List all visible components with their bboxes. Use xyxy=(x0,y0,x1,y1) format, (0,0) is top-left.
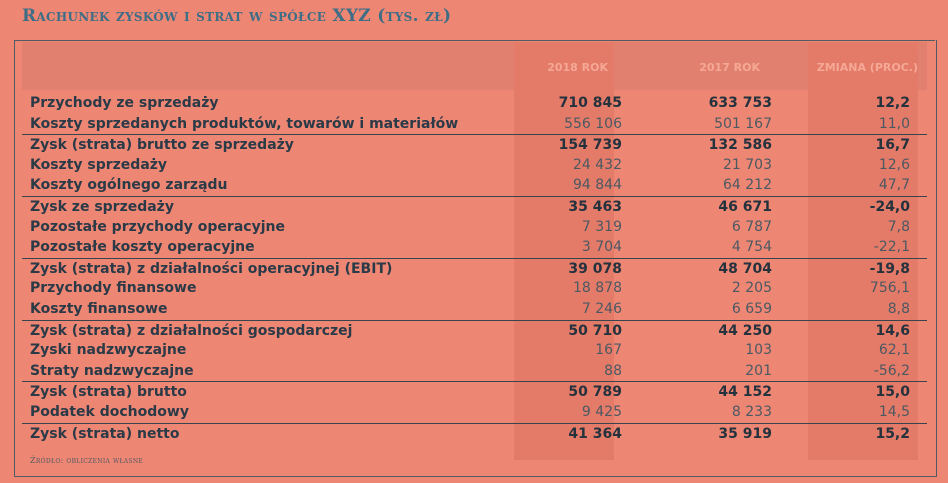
row-label: Koszty ogólnego zarządu xyxy=(30,177,228,194)
table-title: Rachunek zysków i strat w spółce XYZ (ty… xyxy=(22,6,452,26)
row-label: Koszty sprzedaży xyxy=(30,156,168,173)
table-row: Zysk ze sprzedaży 35 463 46 671 -24,0 xyxy=(22,196,927,218)
row-label: Koszty finansowe xyxy=(30,301,168,317)
value-change: 47,7 xyxy=(878,177,910,194)
value-change: -24,0 xyxy=(869,199,910,215)
column-header-2018: 2018 ROK xyxy=(547,61,608,74)
row-label: Zysk (strata) z działalności gospodarcze… xyxy=(30,322,353,339)
value-change: -56,2 xyxy=(873,362,910,379)
value-2018: 88 xyxy=(604,362,622,379)
column-header-change: ZMIANA (PROC.) xyxy=(816,61,918,74)
table-row: Zyski nadzwyczajne 167 103 62,1 xyxy=(22,340,927,361)
row-label: Zysk (strata) netto xyxy=(30,425,180,442)
value-2018: 50 789 xyxy=(568,384,622,401)
row-label: Podatek dochodowy xyxy=(30,404,189,420)
value-2018: 18 878 xyxy=(573,280,622,297)
table-row: Przychody ze sprzedaży 710 845 633 753 12,2 xyxy=(22,93,927,114)
value-2017: 64 212 xyxy=(723,177,772,194)
value-2017: 44 250 xyxy=(718,322,772,339)
table-row: Pozostałe koszty operacyjne 3 704 4 754 -22… xyxy=(22,237,927,258)
value-change: 12,2 xyxy=(875,95,910,111)
row-label: Pozostałe koszty operacyjne xyxy=(30,239,255,256)
row-label: Koszty sprzedanych produktów, towarów i … xyxy=(30,115,459,132)
value-2017: 2 205 xyxy=(731,280,772,297)
value-2018: 556 106 xyxy=(564,115,622,132)
value-change: -22,1 xyxy=(873,239,910,256)
value-change: 14,5 xyxy=(878,404,910,420)
value-2018: 50 710 xyxy=(568,322,622,339)
value-change: 14,6 xyxy=(875,322,910,339)
table-row: Zysk (strata) brutto ze sprzedaży 154 739… xyxy=(22,134,927,156)
value-2017: 6 659 xyxy=(731,301,772,317)
value-change: 756,1 xyxy=(869,280,910,297)
value-2018: 3 704 xyxy=(581,239,622,256)
value-2017: 44 152 xyxy=(718,384,772,401)
table-frame xyxy=(14,40,937,477)
table-row: Koszty sprzedanych produktów, towarów i … xyxy=(22,114,927,135)
row-label: Zysk (strata) brutto ze sprzedaży xyxy=(30,137,294,154)
table-row: Zysk (strata) z działalności operacyjnej… xyxy=(22,257,927,280)
row-label: Pozostałe przychody operacyjne xyxy=(30,218,285,235)
value-2017: 201 xyxy=(745,362,772,379)
value-2018: 41 364 xyxy=(568,425,622,442)
table-row: Koszty ogólnego zarządu 94 844 64 212 47,7 xyxy=(22,175,927,196)
table-row: Pozostałe przychody operacyjne 7 319 6 787… xyxy=(22,217,927,238)
table-row: Przychody finansowe 18 878 2 205 756,1 xyxy=(22,278,927,299)
row-label: Zyski nadzwyczajne xyxy=(30,342,187,359)
value-2017: 35 919 xyxy=(718,425,772,442)
header-band xyxy=(22,42,927,90)
value-2018: 710 845 xyxy=(558,95,622,111)
column-header-2017: 2017 ROK xyxy=(699,61,760,74)
value-change: 15,0 xyxy=(875,384,910,401)
table-row: Straty nadzwyczajne 88 201 -56,2 xyxy=(22,361,927,382)
column-shade-2018 xyxy=(514,42,614,460)
value-2018: 24 432 xyxy=(573,156,622,173)
table-row: Zysk (strata) brutto 50 789 44 152 15,0 xyxy=(22,381,927,403)
row-label: Zysk (strata) brutto xyxy=(30,384,187,401)
table-row: Koszty sprzedaży 24 432 21 703 12,6 xyxy=(22,155,927,176)
value-2018: 167 xyxy=(595,342,622,359)
frame-top-rule xyxy=(14,40,935,41)
value-2017: 6 787 xyxy=(731,218,772,235)
row-label: Straty nadzwyczajne xyxy=(30,362,194,379)
value-change: 16,7 xyxy=(875,137,910,154)
value-2017: 103 xyxy=(745,342,772,359)
value-change: -19,8 xyxy=(869,260,910,277)
value-2018: 35 463 xyxy=(568,199,622,215)
table-row: Zysk (strata) z działalności gospodarcze… xyxy=(22,319,927,342)
value-2018: 39 078 xyxy=(568,260,622,277)
value-2017: 132 586 xyxy=(708,137,772,154)
value-change: 8,8 xyxy=(887,301,910,317)
value-2017: 8 233 xyxy=(731,404,772,420)
value-2018: 9 425 xyxy=(581,404,622,420)
row-label: Zysk ze sprzedaży xyxy=(30,199,174,215)
value-2018: 7 319 xyxy=(581,218,622,235)
row-label: Przychody ze sprzedaży xyxy=(30,95,219,111)
value-change: 62,1 xyxy=(878,342,910,359)
value-change: 12,6 xyxy=(878,156,910,173)
row-label: Przychody finansowe xyxy=(30,280,197,297)
value-change: 11,0 xyxy=(878,115,910,132)
value-2017: 48 704 xyxy=(718,260,772,277)
table-row: Zysk (strata) netto 41 364 35 919 15,2 xyxy=(22,422,927,445)
value-2017: 46 671 xyxy=(718,199,772,215)
table-row: Koszty finansowe 7 246 6 659 8,8 xyxy=(22,299,927,320)
value-2017: 633 753 xyxy=(708,95,772,111)
source-note: Źródło: obliczenia własne xyxy=(30,456,144,465)
table-row: Podatek dochodowy 9 425 8 233 14,5 xyxy=(22,402,927,423)
row-label: Zysk (strata) z działalności operacyjnej… xyxy=(30,260,393,277)
column-shade-change xyxy=(808,42,918,460)
value-change: 15,2 xyxy=(875,425,910,442)
value-2018: 154 739 xyxy=(558,137,622,154)
value-2017: 21 703 xyxy=(723,156,772,173)
value-2017: 501 167 xyxy=(714,115,772,132)
value-2017: 4 754 xyxy=(731,239,772,256)
value-change: 7,8 xyxy=(887,218,910,235)
value-2018: 7 246 xyxy=(581,301,622,317)
value-2018: 94 844 xyxy=(573,177,622,194)
